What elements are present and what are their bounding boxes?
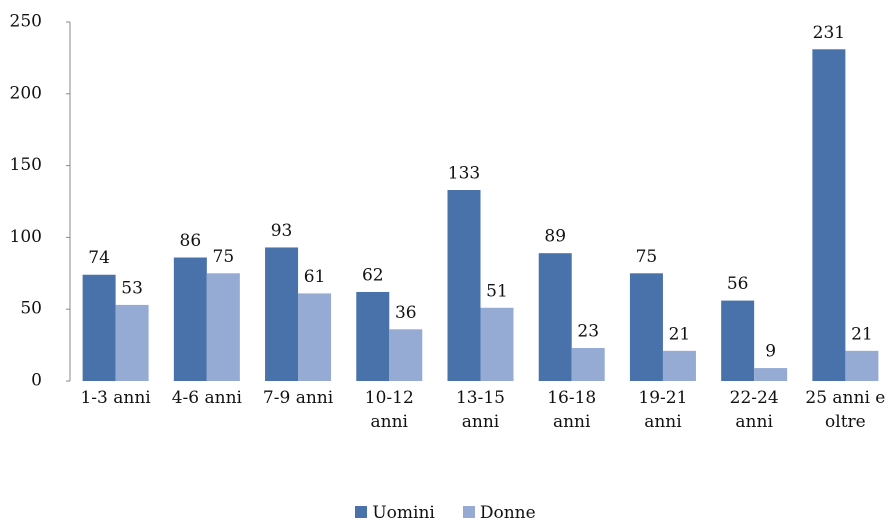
value-label: 75 bbox=[213, 247, 235, 267]
value-label: 21 bbox=[851, 324, 873, 344]
value-label: 21 bbox=[669, 324, 691, 344]
bar bbox=[298, 293, 332, 381]
value-label: 56 bbox=[727, 274, 749, 294]
bar bbox=[82, 274, 116, 381]
y-tick-label: 250 bbox=[10, 12, 42, 32]
value-label: 53 bbox=[121, 278, 143, 298]
bar bbox=[115, 304, 149, 381]
bar bbox=[480, 307, 514, 381]
x-tick-label: 1-3 anni bbox=[80, 388, 151, 408]
bar bbox=[206, 273, 240, 381]
bar bbox=[389, 329, 423, 381]
legend-swatch bbox=[462, 506, 475, 518]
x-tick-label: 13-15 anni bbox=[455, 388, 505, 432]
bar bbox=[538, 253, 572, 381]
bar bbox=[721, 300, 755, 381]
legend-item: Uomini bbox=[355, 503, 435, 523]
x-tick-label: 10-12 anni bbox=[364, 388, 414, 432]
value-label: 36 bbox=[395, 303, 417, 323]
value-label: 61 bbox=[304, 267, 326, 287]
bar bbox=[447, 190, 481, 381]
legend-swatch bbox=[355, 506, 368, 518]
x-tick-label: 7-9 anni bbox=[262, 388, 334, 408]
legend: Uomini Donne bbox=[0, 503, 891, 523]
value-label: 93 bbox=[271, 221, 293, 241]
y-tick-label: 50 bbox=[20, 299, 42, 319]
value-label: 62 bbox=[362, 265, 384, 285]
value-label: 51 bbox=[486, 281, 508, 301]
bar bbox=[356, 291, 390, 381]
bar bbox=[571, 347, 605, 381]
x-tick-label: 22-24 anni bbox=[729, 388, 779, 432]
x-tick-label: 19-21 anni bbox=[638, 388, 688, 432]
x-tick-label: 25 anni e oltre bbox=[805, 388, 886, 432]
value-label: 86 bbox=[180, 231, 202, 251]
value-label: 9 bbox=[765, 342, 776, 362]
x-tick-label: 4-6 anni bbox=[171, 388, 242, 408]
bar bbox=[629, 273, 663, 381]
value-label: 23 bbox=[577, 321, 599, 341]
value-label: 231 bbox=[813, 23, 845, 43]
bar bbox=[662, 350, 696, 381]
legend-label: Uomini bbox=[372, 503, 435, 523]
y-tick-label: 150 bbox=[10, 155, 42, 175]
bar bbox=[265, 247, 299, 381]
bar bbox=[754, 368, 788, 381]
value-label: 75 bbox=[636, 247, 658, 267]
bar bbox=[173, 257, 207, 381]
y-tick-label: 200 bbox=[10, 83, 42, 103]
value-label: 133 bbox=[448, 164, 480, 184]
legend-label: Donne bbox=[479, 503, 536, 523]
value-label: 74 bbox=[88, 248, 110, 268]
x-tick-label: 16-18 anni bbox=[547, 388, 597, 432]
bar bbox=[812, 49, 846, 382]
y-tick-label: 100 bbox=[10, 227, 42, 247]
value-label: 89 bbox=[544, 227, 566, 247]
y-tick-label: 0 bbox=[31, 371, 42, 391]
legend-item: Donne bbox=[462, 503, 536, 523]
bar bbox=[845, 350, 879, 381]
